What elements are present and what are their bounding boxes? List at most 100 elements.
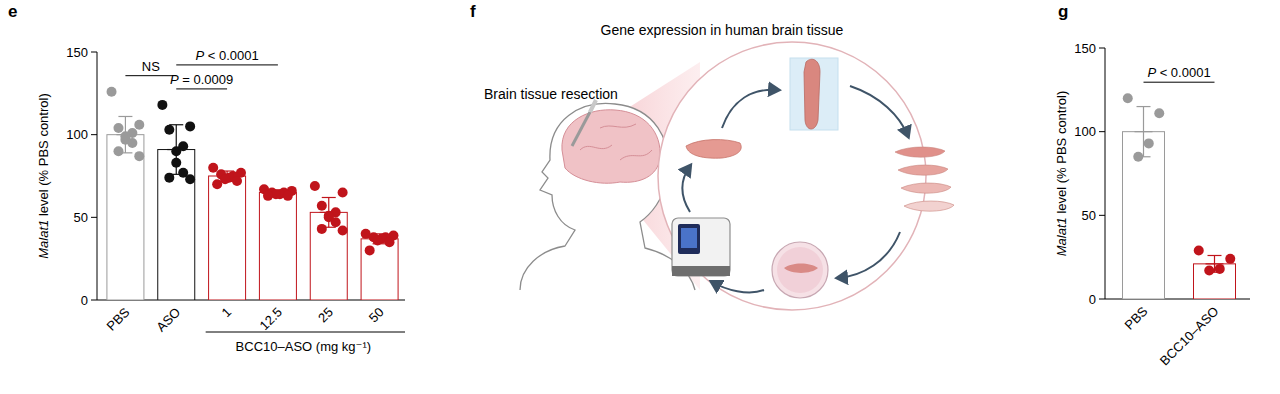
annotation-line [125, 75, 176, 76]
data-point [310, 181, 320, 191]
data-point [134, 151, 144, 161]
tissue-slice [904, 201, 954, 211]
y-tick [91, 52, 97, 53]
probe-handle [590, 100, 596, 112]
data-point [157, 100, 167, 110]
y-tick-label: 100 [1074, 124, 1096, 139]
data-point [1204, 266, 1214, 276]
x-tick-label: 1 [218, 305, 234, 321]
data-point [1194, 245, 1204, 255]
panel-label: e [8, 2, 17, 21]
error-bar [1135, 107, 1153, 157]
tissue-slice [895, 147, 945, 157]
x-tick-label: 50 [366, 305, 387, 326]
x-tick-label: BCC10–ASO [1157, 304, 1222, 369]
dish-medium [777, 247, 823, 293]
annotation-line [176, 88, 227, 89]
data-point [338, 188, 348, 198]
instrument [672, 218, 730, 276]
tissue-slice [901, 183, 951, 193]
annotation-line [1144, 82, 1215, 83]
data-point [1154, 108, 1164, 118]
panel-label: g [1058, 2, 1068, 21]
y-tick [91, 217, 97, 218]
data-point [1133, 152, 1143, 162]
data-point [1215, 264, 1225, 274]
y-tick-label: 150 [66, 45, 88, 60]
data-point [317, 201, 327, 211]
data-point [331, 217, 341, 227]
annotation: P < 0.0001 [195, 48, 258, 63]
data-point [283, 191, 293, 201]
y-tick-label: 50 [1082, 208, 1096, 223]
x-tick-label: 25 [315, 305, 336, 326]
process-arrow [712, 282, 764, 292]
data-point [338, 226, 348, 236]
instrument-base [672, 266, 730, 276]
tissue [686, 140, 741, 159]
data-point [373, 235, 383, 245]
y-tick-label: 150 [1074, 41, 1096, 56]
data-point [212, 179, 222, 189]
data-point [1225, 254, 1235, 264]
figure: eMalat1 level (% PBS control)050100150PB… [0, 0, 1280, 394]
bar [209, 176, 246, 300]
brain-folds [580, 124, 652, 160]
error-cap [322, 197, 336, 198]
annotation: NS [142, 59, 160, 74]
data-point [127, 138, 137, 148]
data-point [107, 87, 117, 97]
data-point [185, 174, 195, 184]
y-tick [1099, 299, 1105, 300]
y-tick-label: 0 [81, 293, 88, 308]
process-arrow [850, 86, 908, 136]
panel-label: f [470, 2, 476, 21]
data-point [113, 123, 123, 133]
group-label: BCC10–ASO (mg kg⁻¹) [236, 339, 371, 354]
diagram-panel: f Gene expression in human brain tissue Br… [470, 2, 954, 310]
x-tick-label: ASO [153, 305, 183, 335]
marks [107, 87, 399, 300]
error-cap [1208, 255, 1222, 256]
data-point [208, 163, 218, 173]
x-tick-label: PBS [104, 304, 133, 333]
mean-line [1135, 131, 1153, 132]
x-tick-label: PBS [1122, 303, 1151, 332]
y-tick [91, 134, 97, 135]
y-tick [91, 300, 97, 301]
y-axis-label: Malat1 level (% PBS control) [1054, 91, 1069, 256]
data-point [113, 146, 123, 156]
group-line [206, 332, 405, 333]
annotation-line [176, 64, 278, 65]
y-tick-label: 50 [74, 210, 88, 225]
data-point [384, 237, 394, 247]
error-cap [1137, 106, 1151, 107]
bar [1123, 132, 1165, 299]
chart-panel: gMalat1 level (% PBS control)050100150PB… [1054, 2, 1250, 368]
annotation: P = 0.0009 [170, 72, 233, 87]
instrument-screen [678, 224, 700, 254]
data-point [1123, 93, 1133, 103]
process-arrow [683, 166, 691, 212]
chart-panel: eMalat1 level (% PBS control)050100150PB… [8, 2, 405, 354]
bar [259, 193, 296, 300]
diagram-label: Brain tissue resection [484, 86, 618, 102]
zoom-circle [658, 42, 926, 310]
culture-dish [772, 242, 828, 298]
process-arrow [838, 232, 900, 278]
data-point [171, 158, 181, 168]
slice-in-dish [784, 264, 818, 273]
data-point [365, 245, 375, 255]
data-point [232, 176, 242, 186]
error-cap [118, 116, 132, 117]
data-point [1144, 138, 1154, 148]
tissue-slice [898, 165, 948, 175]
probe [572, 112, 590, 146]
x-tick-label: 12.5 [257, 305, 286, 334]
diagram-title: Gene expression in human brain tissue [601, 22, 844, 38]
tissue-in-tube [804, 59, 820, 129]
data-point [317, 224, 327, 234]
data-point [263, 191, 273, 201]
y-tick [1099, 131, 1105, 132]
y-axis-line [1105, 48, 1106, 299]
